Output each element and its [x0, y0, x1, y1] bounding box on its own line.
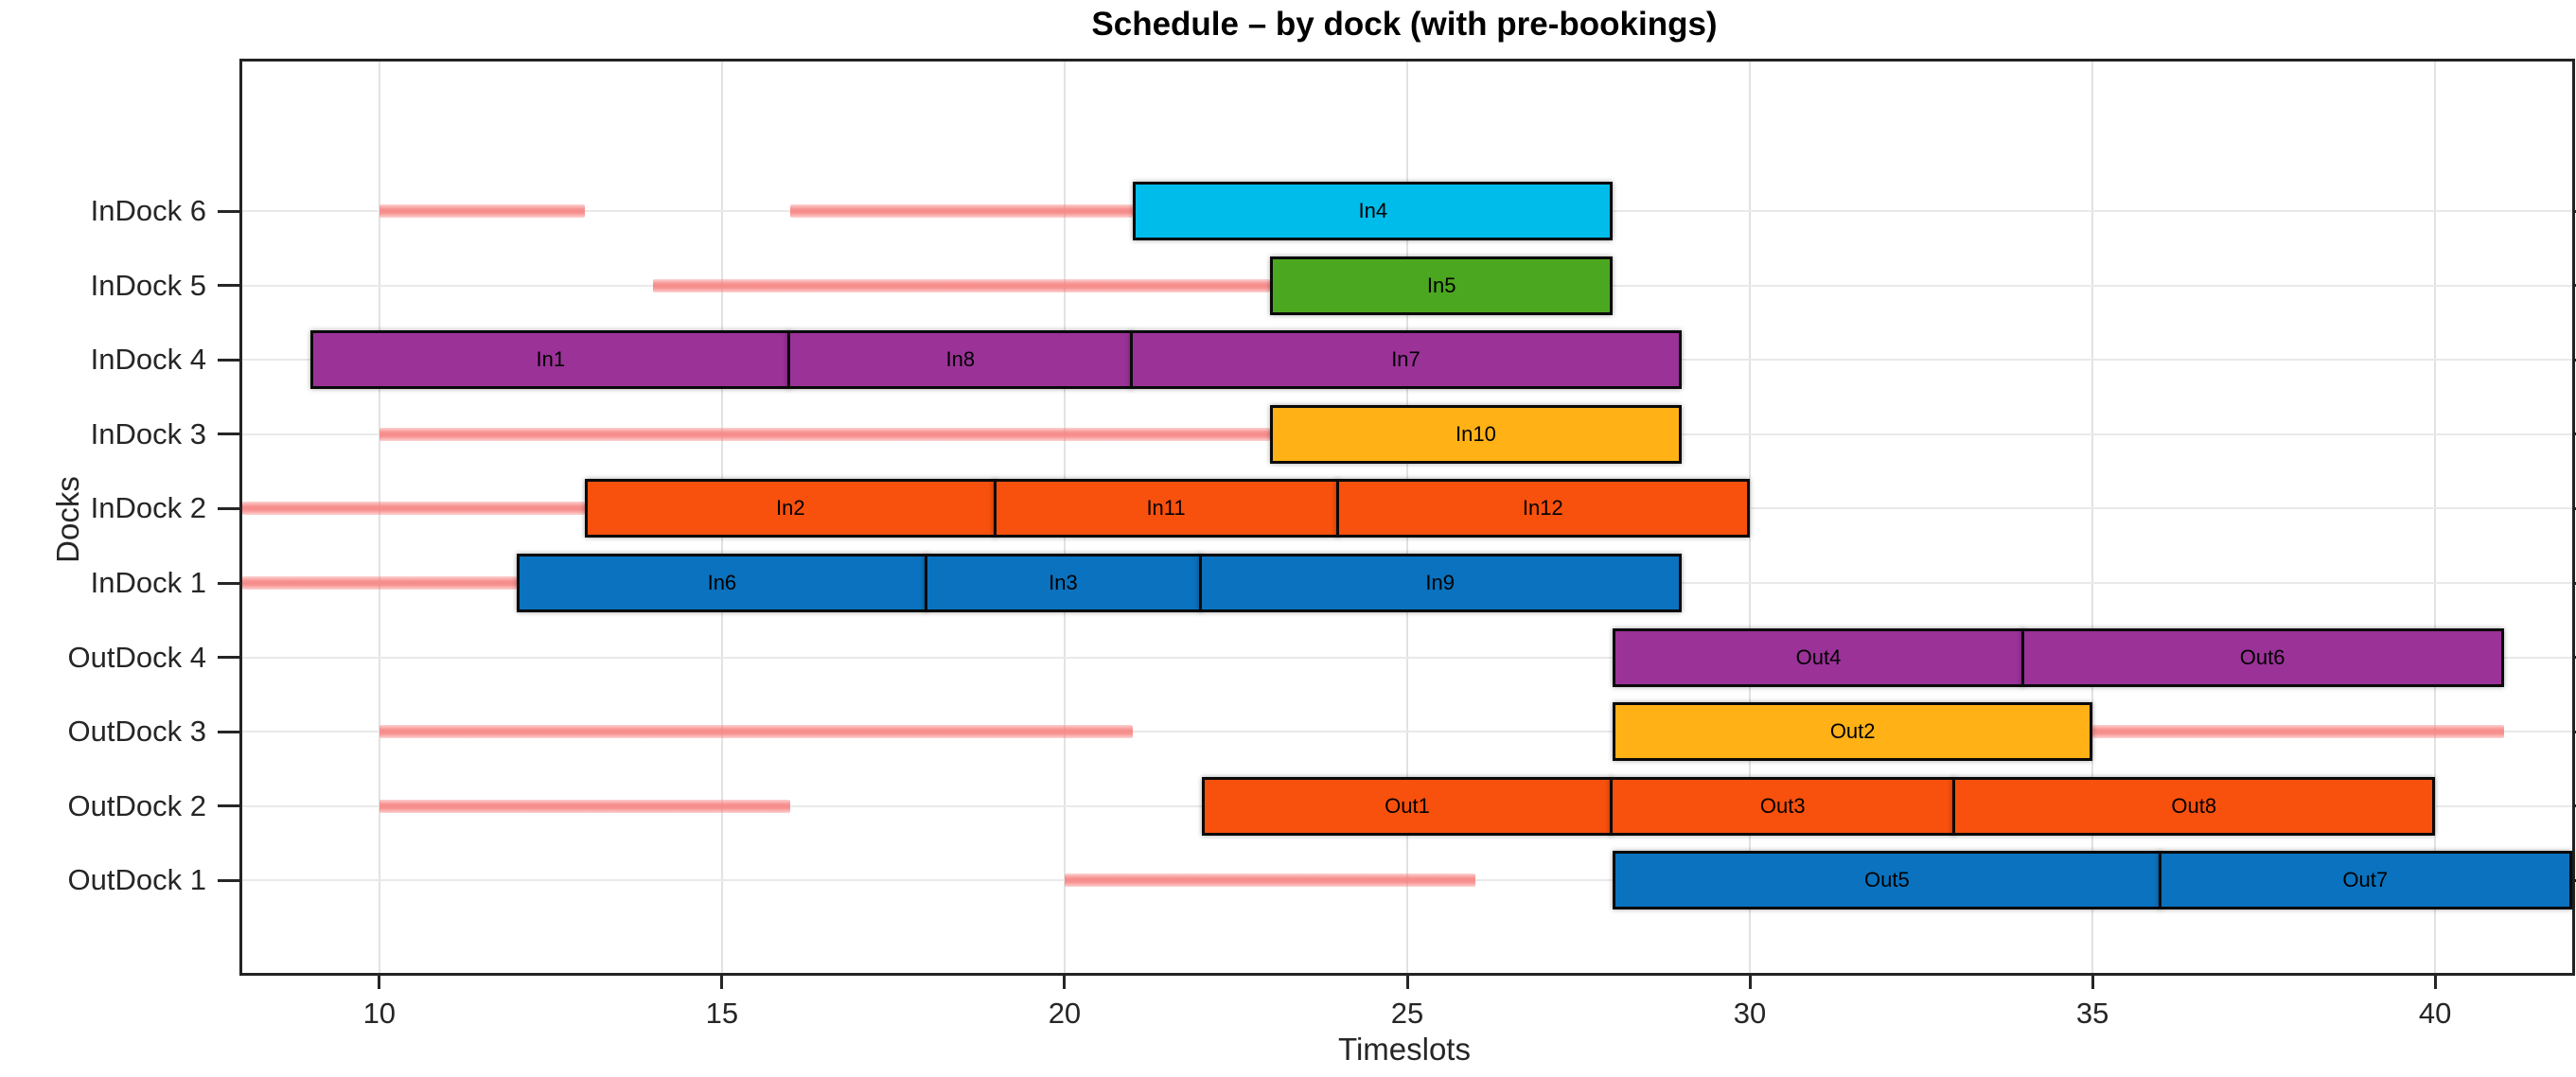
task-bar: In4: [1133, 182, 1614, 240]
task-bar: In6: [516, 554, 928, 612]
x-tick-mark: [1063, 973, 1067, 989]
task-bar: Out7: [2158, 851, 2572, 910]
task-bar-label: Out4: [1795, 644, 1842, 669]
x-tick-label: 10: [362, 997, 397, 1030]
y-tick-label-dock: InDock 4: [90, 343, 206, 377]
x-tick-mark: [2091, 973, 2094, 989]
task-bar: In3: [925, 554, 1202, 612]
y-tick-label-dock: OutDock 1: [67, 863, 206, 897]
task-bar: In5: [1270, 256, 1614, 315]
task-bar: Out3: [1610, 776, 1956, 836]
prebooking-line: [653, 278, 1271, 292]
y-tick-mark-left: [218, 878, 239, 882]
task-bar-label: In11: [1146, 496, 1186, 521]
x-tick-mark: [378, 973, 381, 989]
task-bar-label: In4: [1358, 199, 1388, 222]
task-bar-label: In5: [1426, 273, 1456, 297]
x-tick-mark: [2433, 973, 2437, 989]
x-tick-label: 30: [1733, 997, 1767, 1030]
task-bar-label: In2: [775, 496, 805, 521]
task-bar: In8: [787, 330, 1134, 390]
y-tick-label-dock: OutDock 2: [67, 788, 206, 822]
task-bar-label: Out1: [1385, 793, 1430, 818]
y-gridline: [242, 656, 2572, 659]
task-bar: Out5: [1613, 851, 2161, 910]
x-gridline: [1749, 62, 1752, 973]
y-tick-mark-left: [218, 358, 239, 362]
task-bar: In7: [1130, 330, 1682, 390]
task-bar: In10: [1270, 404, 1682, 464]
prebooking-line: [379, 427, 1271, 441]
task-bar-label: In12: [1522, 496, 1563, 521]
x-tick-label: 20: [1048, 997, 1082, 1030]
task-bar: Out4: [1613, 627, 2024, 687]
x-gridline: [2091, 62, 2094, 973]
task-bar: In2: [585, 479, 997, 538]
task-bar-label: In6: [707, 571, 737, 594]
task-bar: Out6: [2020, 627, 2504, 687]
y-tick-label-dock: InDock 2: [90, 491, 206, 525]
prebooking-line: [1064, 874, 1476, 888]
plot-area: 10 15 20 25 30 35 40 InDock 6 In4 InDock 5 In5 InDo…: [68, 59, 2576, 1030]
prebooking-line: [242, 502, 586, 516]
task-bar-label: Out6: [2239, 644, 2285, 669]
y-tick-mark-left: [218, 209, 239, 213]
y-tick-mark-left: [218, 581, 239, 585]
prebooking-line: [379, 799, 791, 813]
task-bar: In1: [310, 330, 791, 390]
y-tick-label-dock: OutDock 3: [67, 715, 206, 749]
y-tick-label-dock: InDock 3: [90, 416, 206, 450]
prebooking-line: [790, 204, 1134, 218]
task-bar-label: In7: [1391, 347, 1420, 372]
task-bar: Out1: [1201, 776, 1614, 836]
y-tick-label-dock: InDock 6: [90, 194, 206, 227]
x-gridline: [378, 62, 380, 973]
task-bar-label: In9: [1425, 571, 1455, 594]
task-bar-label: In8: [945, 347, 976, 372]
x-tick-mark: [720, 973, 724, 989]
x-axis-label: Timeslots: [1338, 1032, 1471, 1067]
task-bar: In9: [1198, 554, 1682, 612]
x-tick-label: 40: [2418, 997, 2452, 1030]
prebooking-line: [242, 576, 517, 590]
x-tick-label: 15: [705, 997, 739, 1030]
x-tick-label: 35: [2075, 997, 2109, 1030]
y-tick-mark-left: [218, 506, 239, 510]
task-bar: In12: [1335, 479, 1751, 538]
y-tick-label-dock: InDock 5: [90, 268, 206, 302]
task-bar-label: Out7: [2342, 868, 2389, 892]
task-bar-label: Out5: [1864, 868, 1910, 892]
y-tick-mark-left: [218, 284, 239, 288]
task-bar: Out2: [1613, 702, 2093, 762]
x-tick-label: 25: [1390, 997, 1424, 1030]
task-bar-label: Out2: [1829, 719, 1876, 744]
y-tick-mark-left: [218, 433, 239, 436]
x-gridline: [2434, 62, 2437, 973]
task-bar-label: In3: [1049, 571, 1078, 594]
prebooking-line: [2092, 725, 2504, 739]
chart-title: Schedule – by dock (with pre-bookings): [1091, 6, 1718, 43]
y-tick-label-dock: OutDock 4: [67, 640, 206, 674]
task-bar: In11: [993, 479, 1339, 538]
prebooking-line: [379, 204, 586, 218]
y-tick-mark-left: [218, 730, 239, 733]
task-bar: Out8: [1952, 776, 2436, 836]
y-gridline: [242, 731, 2572, 733]
prebooking-line: [379, 725, 1134, 739]
task-bar-label: Out3: [1759, 793, 1806, 818]
task-bar-label: In1: [536, 347, 566, 372]
task-bar-label: Out8: [2171, 793, 2217, 818]
y-tick-mark-left: [218, 656, 239, 660]
y-tick-label-dock: InDock 1: [90, 566, 206, 599]
task-bar-label: In10: [1455, 421, 1496, 446]
y-tick-mark-left: [218, 804, 239, 808]
x-tick-mark: [1748, 973, 1752, 989]
x-tick-mark: [1405, 973, 1409, 989]
